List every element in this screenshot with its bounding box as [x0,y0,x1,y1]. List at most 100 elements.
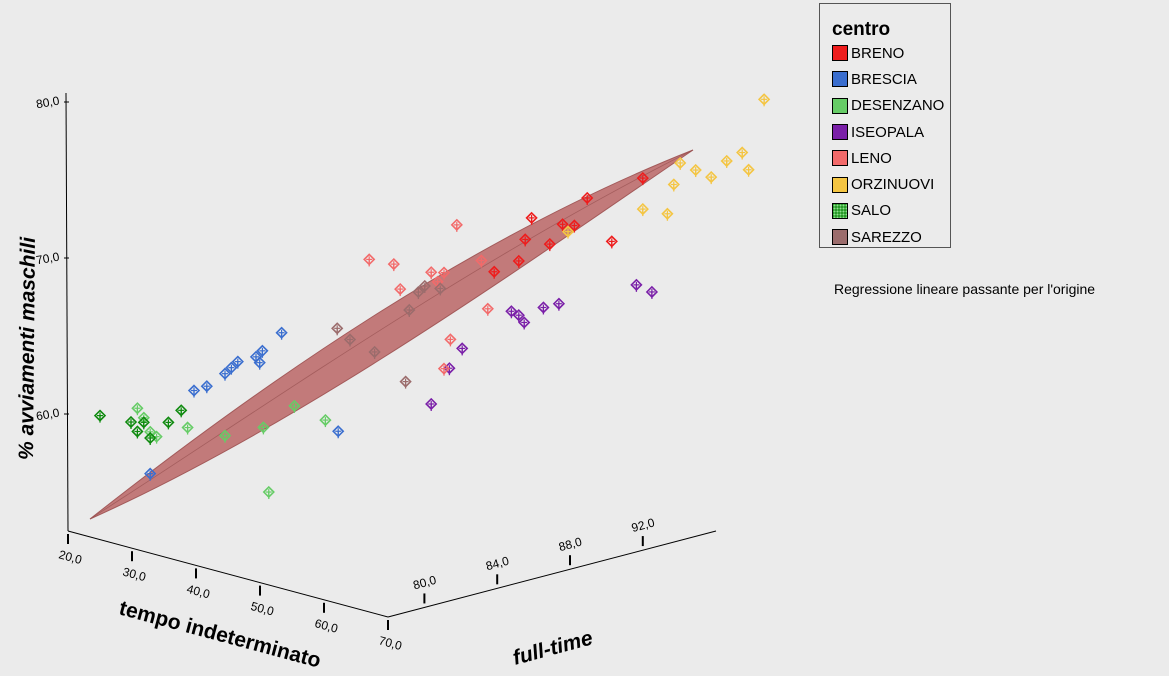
x-tick-label: 30,0 [121,565,147,585]
z-tick-label: 80,0 [35,93,61,111]
point-orzinuovi [742,163,755,177]
point-brescia [218,367,232,381]
z-tick-label: 70,0 [35,249,61,267]
point-sarezzo [331,322,344,336]
point-sarezzo [343,333,357,347]
point-breno [543,237,556,252]
y-axis-title: full-time [510,626,595,669]
point-leno [363,253,376,267]
x-tick-label: 50,0 [249,599,275,619]
point-desenzano [181,421,194,435]
point-orzinuovi [757,93,771,107]
x-tick-label: 70,0 [377,633,403,653]
point-iseopala [630,278,643,292]
point-leno [425,266,438,280]
point-brescia [332,425,345,439]
point-breno [605,235,618,249]
point-brescia [200,380,213,394]
legend-item-desenzano: DESENZANO [832,93,950,119]
y-axis-line [387,530,717,618]
point-brescia [253,356,266,370]
point-salo [124,415,138,430]
point-leno [481,302,494,316]
x-tick-label: 20,0 [57,547,83,567]
point-brescia [144,467,157,481]
legend-label: SALO [851,202,892,220]
point-iseopala [537,301,550,315]
point-leno [394,282,407,297]
x-tick-label: 40,0 [185,582,211,602]
x-axis-line [67,530,389,618]
point-iseopala [552,297,566,311]
x-tick-label: 60,0 [313,616,339,636]
legend-item-orzinuovi: ORZINUOVI [832,171,950,197]
point-desenzano [288,399,301,413]
legend: centro BRENO BRESCIA DESENZANO ISEOPALA LENO… [819,3,951,248]
regression-plane-crease [89,149,694,520]
point-leno [437,362,451,376]
legend-swatch [832,176,848,193]
legend-swatch [832,202,848,219]
point-sarezzo [434,282,447,296]
legend-swatch [832,45,848,62]
legend-label: BRENO [851,44,905,62]
point-orzinuovi [561,225,575,239]
point-brescia [187,384,201,398]
point-iseopala [456,342,469,356]
point-sarezzo [368,345,381,359]
point-breno [636,171,649,186]
x-axis-title: tempo indeterminato [117,597,324,673]
point-salo [137,416,150,430]
point-sarezzo [418,279,431,294]
legend-item-breno: BRENO [832,40,950,66]
legend-item-sarezzo: SAREZZO [832,224,950,250]
legend-item-leno: LENO [832,145,950,171]
point-breno [556,218,569,232]
point-breno [568,219,581,233]
legend-label: DESENZANO [851,97,945,115]
point-sarezzo [412,285,425,300]
point-leno [475,254,488,268]
point-desenzano [262,485,275,500]
z-axis-title: % avviamenti maschili [15,236,40,460]
point-brescia [256,344,269,358]
point-salo [131,425,144,439]
legend-title: centro [832,19,891,40]
axes [65,92,717,618]
point-desenzano [131,402,144,416]
legend-label: SAREZZO [851,228,922,246]
point-orzinuovi [736,146,749,160]
point-desenzano [257,421,270,435]
point-desenzano [218,429,232,443]
point-salo [93,409,107,423]
point-brescia [275,326,288,340]
point-orzinuovi [667,178,680,192]
legend-label: BRESCIA [851,70,917,88]
point-leno [387,257,400,272]
point-salo [144,431,157,446]
legend-swatch [832,124,848,141]
point-salo [162,416,175,430]
regression-surface [89,149,694,520]
y-tick-label: 88,0 [557,534,583,554]
point-salo [175,404,188,418]
point-brescia [225,361,238,375]
point-orzinuovi [636,202,649,217]
chart-annotation: Regressione lineare passante per l'origi… [834,281,1096,297]
point-iseopala [512,309,525,323]
legend-swatch [832,150,848,167]
point-brescia [231,355,244,369]
point-breno [581,191,594,205]
data-points [93,93,771,500]
legend-swatch [832,229,848,246]
point-orzinuovi [689,163,702,178]
point-desenzano [319,413,332,428]
point-orzinuovi [720,154,733,168]
point-orzinuovi [705,170,718,185]
point-sarezzo [399,375,412,389]
point-iseopala [518,316,531,330]
legend-items: BRENO BRESCIA DESENZANO ISEOPALA LENO ORZINUO… [832,40,950,250]
legend-swatch [832,97,848,114]
point-orzinuovi [661,207,674,221]
legend-item-iseopala: ISEOPALA [832,119,950,145]
